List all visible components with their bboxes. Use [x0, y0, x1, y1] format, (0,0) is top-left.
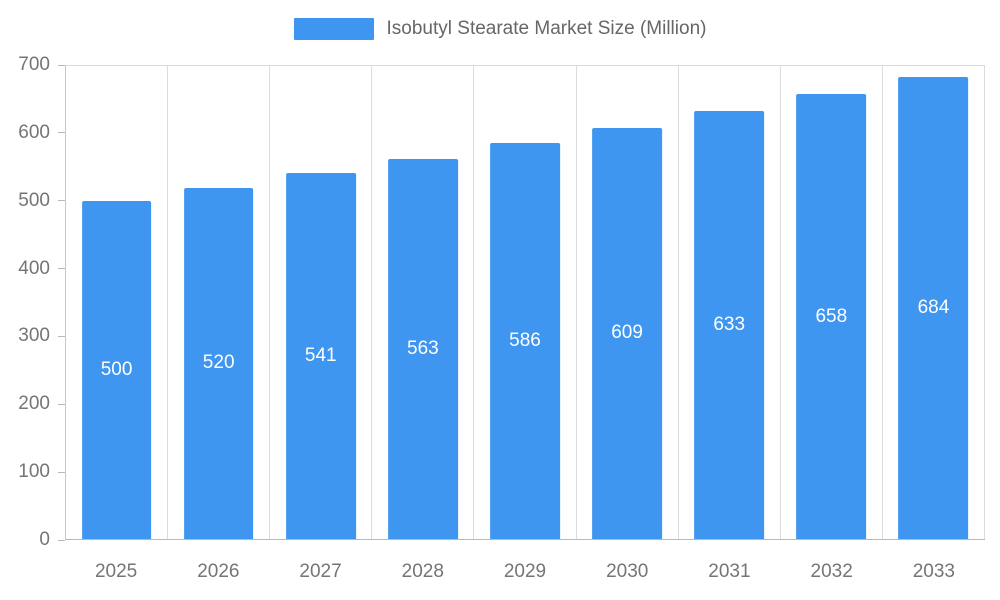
bar-value-label: 586: [509, 330, 541, 352]
bar[interactable]: 520: [183, 187, 254, 539]
y-axis-ticks: [58, 64, 65, 541]
bar[interactable]: 684: [898, 76, 969, 539]
plot-area: 500 520 541 563 586 609 633 658 684: [65, 65, 985, 540]
bar-value-label: 609: [611, 322, 643, 344]
y-tick-mark: [58, 539, 65, 541]
y-tick-mark: [58, 471, 65, 473]
bar[interactable]: 500: [81, 201, 152, 539]
y-axis-label: 300: [18, 325, 50, 347]
y-tick-mark: [58, 200, 65, 202]
y-axis-label: 500: [18, 189, 50, 211]
category-cell: 541: [270, 66, 373, 539]
bar[interactable]: 586: [490, 143, 560, 539]
category-cell: 658: [781, 66, 883, 539]
x-axis-label: 2033: [912, 561, 955, 582]
bar[interactable]: 633: [694, 111, 765, 539]
y-tick-mark: [58, 132, 65, 134]
y-tick-mark: [58, 403, 65, 405]
bar[interactable]: 541: [285, 173, 356, 539]
x-axis-label: 2025: [94, 561, 138, 582]
category-cell: 586: [474, 66, 577, 539]
category-cell: 563: [372, 66, 475, 539]
bar-value-label: 520: [202, 352, 235, 374]
x-axis-label: 2032: [810, 561, 853, 582]
bar-value-label: 563: [407, 337, 439, 359]
legend-label: Isobutyl Stearate Market Size (Million): [386, 18, 707, 39]
y-tick-mark: [58, 268, 65, 270]
y-axis-labels: 0 100 200 300 400 500 600 700: [0, 55, 50, 550]
x-axis-label: 2029: [503, 561, 547, 582]
category-cell: 500: [66, 66, 169, 539]
x-axis-labels: 2025 2026 2027 2028 2029 2030 2031 2032 2033: [65, 548, 985, 592]
legend[interactable]: Isobutyl Stearate Market Size (Million): [0, 18, 1000, 40]
y-axis-label: 200: [18, 393, 50, 415]
x-axis-label: 2026: [197, 561, 240, 582]
y-axis-label: 700: [18, 54, 50, 75]
bar-value-label: 684: [917, 296, 950, 318]
x-axis-label: 2028: [401, 561, 444, 582]
bar-value-label: 500: [100, 359, 133, 381]
bar[interactable]: 658: [796, 94, 867, 539]
x-axis-label: 2030: [606, 561, 649, 582]
bar-value-label: 658: [815, 305, 848, 327]
category-cell: 609: [577, 66, 679, 539]
y-axis-label: 400: [18, 257, 50, 279]
bar-value-label: 541: [304, 345, 337, 367]
y-axis-label: 100: [18, 461, 50, 483]
y-tick-mark: [58, 335, 65, 337]
y-axis-label: 0: [39, 529, 50, 550]
category-cell: 684: [883, 66, 985, 539]
bar[interactable]: 563: [388, 158, 458, 539]
bar-value-label: 633: [713, 314, 746, 336]
legend-swatch-icon: [293, 18, 374, 40]
x-axis-label: 2027: [299, 561, 342, 582]
category-cell: 520: [168, 66, 271, 539]
bar[interactable]: 609: [592, 127, 662, 539]
x-axis-label: 2031: [708, 561, 751, 582]
y-axis-label: 600: [18, 121, 50, 143]
y-tick-mark: [58, 64, 65, 66]
category-cell: 633: [679, 66, 781, 539]
